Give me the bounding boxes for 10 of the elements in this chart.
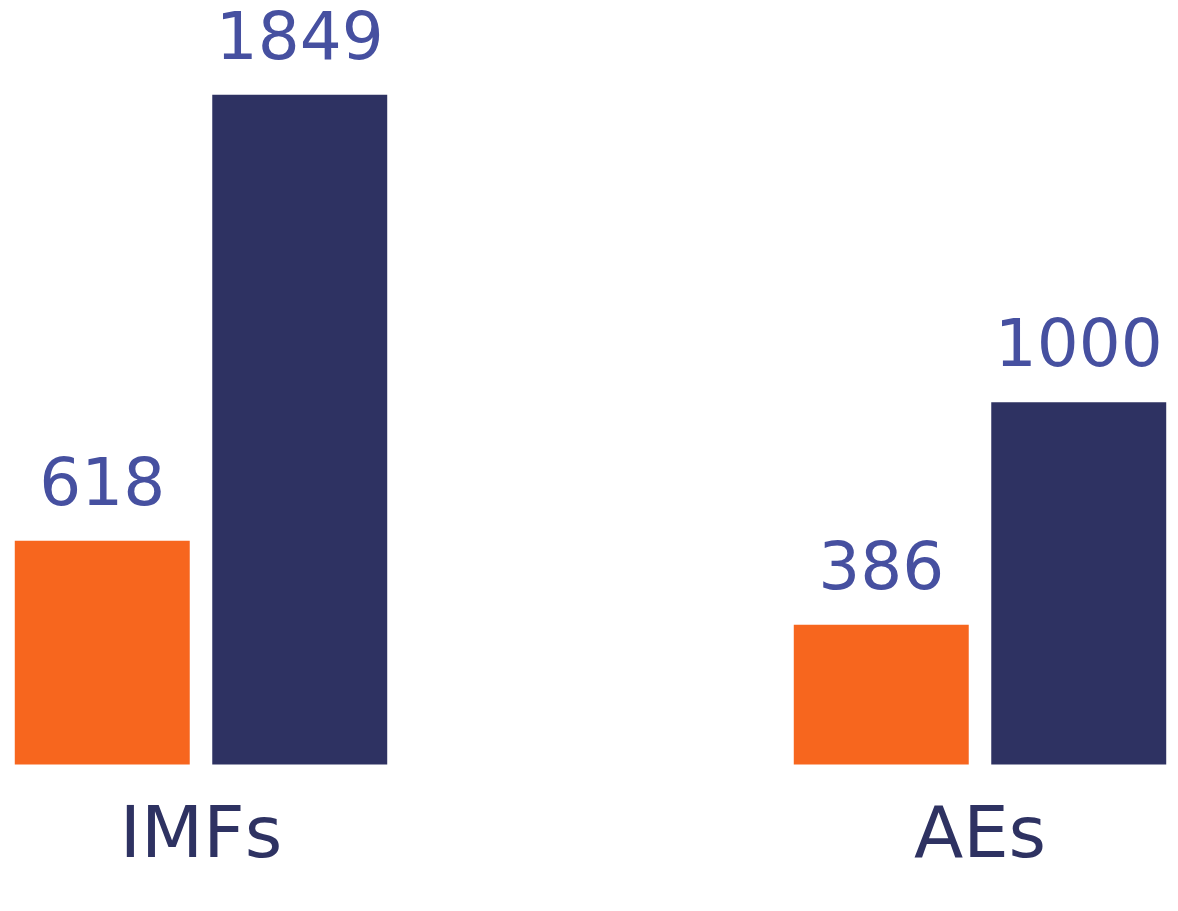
data-label: 1849	[215, 0, 384, 75]
bar	[212, 94, 388, 765]
bar	[14, 540, 190, 765]
data-label: 618	[39, 443, 166, 521]
x-tick-label: AEs	[913, 789, 1047, 874]
bar	[991, 402, 1167, 765]
data-label: 386	[818, 527, 945, 605]
bar	[793, 624, 969, 765]
x-tick-label: IMFs	[119, 789, 283, 874]
data-label: 1000	[994, 305, 1163, 383]
